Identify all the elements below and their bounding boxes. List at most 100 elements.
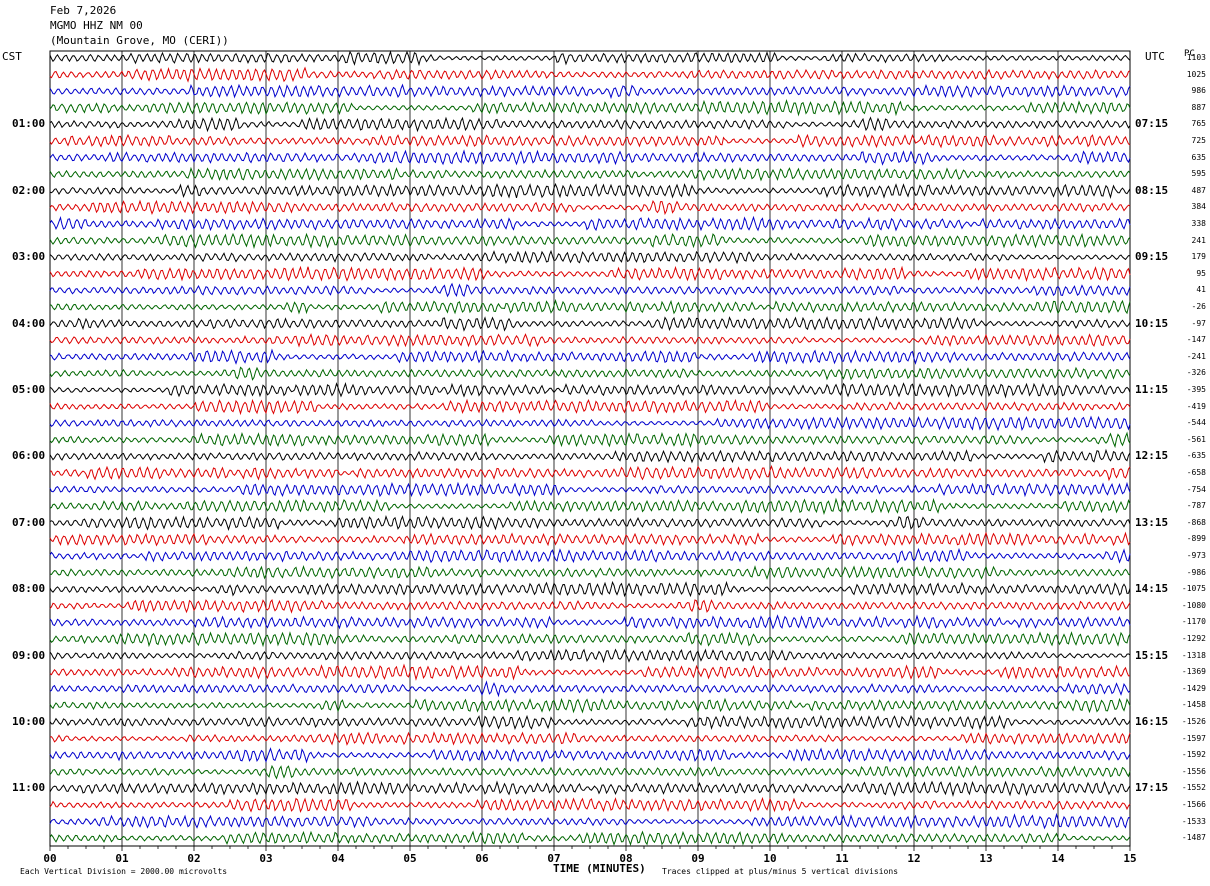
seismic-trace (49, 99, 1131, 117)
seismic-trace (49, 531, 1131, 547)
seismic-trace (49, 382, 1131, 399)
seismic-trace (49, 731, 1131, 746)
trace-offset-value: -326 (1186, 368, 1206, 378)
seismic-trace (49, 631, 1131, 648)
seismic-trace (49, 481, 1131, 498)
utc-time-label: 14:15 (1135, 582, 1169, 596)
x-tick-label: 10 (763, 852, 777, 865)
seismic-trace (49, 580, 1131, 598)
x-axis-label: TIME (MINUTES) (553, 862, 646, 875)
utc-time-label: 17:15 (1135, 781, 1169, 795)
pc-label: PC (1184, 49, 1195, 59)
cst-time-label: 02:00 (12, 183, 46, 197)
trace-offset-value: 725 (1191, 136, 1206, 145)
trace-offset-value: -1075 (1181, 584, 1206, 594)
trace-offset-value: -1566 (1181, 800, 1206, 809)
seismic-trace (49, 514, 1131, 532)
trace-offset-value: -1080 (1181, 600, 1206, 610)
trace-offset-value: -1526 (1181, 717, 1206, 726)
trace-offset-value: -1597 (1181, 733, 1206, 743)
x-tick-label: 08 (619, 852, 633, 865)
x-tick-label: 11 (835, 852, 849, 865)
seismic-trace (49, 50, 1131, 67)
cst-label: CST (2, 50, 22, 63)
x-tick-label: 04 (331, 852, 345, 865)
seismic-trace (49, 663, 1131, 681)
trace-offset-value: -899 (1186, 534, 1206, 544)
seismic-trace (49, 66, 1131, 83)
seismic-trace (49, 680, 1131, 698)
seismic-trace (49, 133, 1131, 149)
seismic-trace (49, 780, 1131, 797)
utc-time-label: 16:15 (1135, 715, 1169, 728)
location-title: (Mountain Grove, MO (CERI)) (50, 34, 229, 47)
trace-offset-value: 338 (1191, 219, 1206, 228)
seismic-trace (49, 714, 1131, 731)
clip-note: Traces clipped at plus/minus 5 vertical … (662, 867, 899, 876)
cst-time-label: 04:00 (12, 316, 46, 330)
x-tick-label: 09 (691, 852, 705, 865)
cst-time-label: 11:00 (12, 781, 46, 795)
seismic-trace (49, 215, 1131, 232)
trace-offset-value: -395 (1186, 385, 1206, 394)
trace-offset-value: -635 (1186, 451, 1206, 461)
date-title: Feb 7,2026 (50, 4, 117, 17)
x-tick-label: 01 (115, 852, 129, 865)
x-tick-label: 12 (907, 852, 921, 865)
x-tick-label: 03 (259, 852, 273, 865)
seismic-trace (49, 796, 1131, 813)
trace-offset-value: -1292 (1181, 634, 1206, 643)
trace-offset-value: -241 (1186, 351, 1206, 361)
trace-offset-value: 595 (1191, 169, 1206, 179)
utc-time-label: 15:15 (1135, 648, 1169, 662)
seismic-trace (49, 565, 1131, 580)
x-tick-label: 00 (43, 852, 57, 865)
seismic-trace (49, 830, 1131, 846)
x-tick-label: 05 (403, 852, 417, 865)
utc-time-label: 12:15 (1135, 449, 1169, 463)
trace-offset-value: -544 (1186, 418, 1206, 428)
trace-offset-value: -1369 (1181, 667, 1206, 677)
plot-frame (49, 50, 1131, 847)
trace-offset-value: 487 (1191, 185, 1206, 195)
trace-offset-value: -658 (1186, 468, 1206, 477)
seismic-trace (49, 598, 1131, 614)
trace-offset-value: -787 (1186, 501, 1206, 511)
trace-offset-value: -1458 (1181, 700, 1206, 710)
trace-offset-value: -754 (1186, 484, 1206, 494)
trace-offset-value: 765 (1191, 119, 1206, 129)
trace-offset-value: 635 (1191, 152, 1206, 162)
trace-offset-value: -1429 (1181, 683, 1206, 693)
seismic-trace (49, 448, 1131, 464)
seismic-trace (49, 166, 1131, 182)
cst-time-label: 03:00 (12, 250, 46, 264)
seismic-trace (49, 415, 1131, 432)
trace-offset-value: -1592 (1181, 750, 1206, 760)
cst-time-label: 05:00 (12, 383, 46, 396)
seismic-trace (49, 333, 1131, 348)
seismic-trace (49, 282, 1131, 298)
seismic-trace (49, 697, 1131, 714)
x-tick-label: 02 (187, 852, 201, 865)
trace-offset-value: 241 (1191, 235, 1206, 245)
trace-offset-value: -986 (1186, 567, 1206, 577)
x-tick-label: 14 (1051, 852, 1065, 865)
cst-time-label: 08:00 (12, 582, 46, 596)
x-tick-label: 07 (547, 852, 561, 865)
cst-time-label: 09:00 (12, 648, 46, 662)
trace-offset-value: -1170 (1181, 617, 1206, 627)
trace-offset-value: -147 (1186, 335, 1206, 345)
trace-offset-value: -1487 (1181, 833, 1206, 843)
trace-offset-value: -26 (1191, 302, 1206, 311)
seismic-trace (49, 116, 1131, 133)
trace-offset-value: 986 (1191, 86, 1206, 96)
trace-offset-value: -1533 (1181, 816, 1206, 826)
utc-time-label: 11:15 (1135, 383, 1169, 396)
seismic-trace (49, 232, 1131, 250)
trace-offset-value: 41 (1196, 285, 1206, 295)
seismic-trace (49, 497, 1131, 515)
seismic-trace (49, 464, 1131, 482)
seismic-trace (49, 315, 1131, 332)
seismic-trace (49, 149, 1131, 166)
